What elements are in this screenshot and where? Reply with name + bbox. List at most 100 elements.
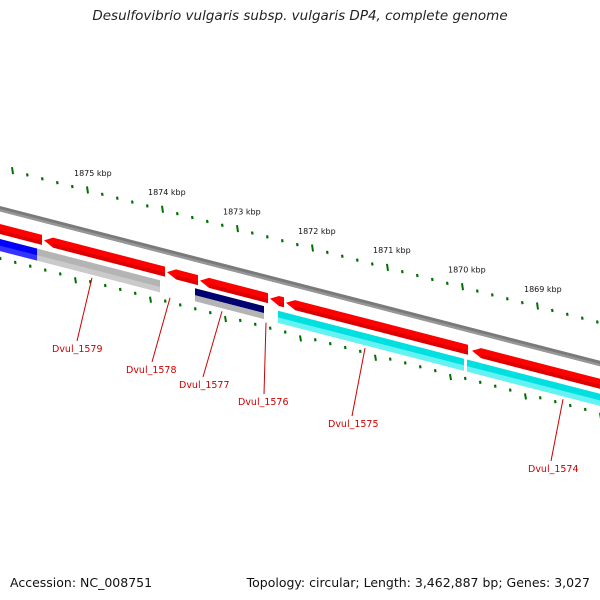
forward-gene-0	[0, 224, 42, 245]
outer-tick	[386, 263, 389, 271]
outer-tick-marks	[11, 166, 599, 324]
gene-leader-line	[351, 348, 366, 417]
outer-tick	[145, 204, 149, 208]
outer-tick	[161, 205, 164, 213]
forward-strand-genes	[0, 224, 600, 389]
inner-tick	[74, 277, 77, 284]
outer-tick	[70, 184, 74, 189]
inner-tick	[118, 287, 122, 292]
reverse-gene-navy	[195, 288, 264, 314]
outer-tick	[430, 277, 434, 282]
outer-tick	[86, 186, 89, 194]
gene-leader-line	[263, 322, 267, 395]
outer-tick	[461, 283, 464, 291]
inner-tick	[58, 272, 62, 276]
tick-label: 1874 kbp	[148, 188, 186, 197]
inner-tick	[538, 396, 542, 400]
tick-label: 1870 kbp	[448, 266, 486, 275]
forward-gene-6-shade	[481, 354, 600, 389]
gene-label: Dvul_1574	[528, 464, 579, 475]
topology-text: Topology: circular; Length: 3,462,887 bp…	[246, 575, 590, 590]
kbp-tick-labels: 1875 kbp 1874 kbp 1873 kbp 1872 kbp 1871 kbp…	[74, 169, 562, 294]
outer-tick	[205, 219, 209, 224]
reverse-gene-gray-1577	[195, 295, 264, 320]
outer-tick	[100, 192, 104, 197]
forward-gene-4-shade	[279, 301, 284, 308]
outer-tick	[550, 308, 554, 313]
forward-gene-6	[472, 348, 600, 389]
reverse-gene-cyan-1575	[278, 310, 464, 371]
inner-tick	[193, 307, 197, 311]
inner-tick	[403, 361, 407, 365]
forward-gene-1-shade	[53, 243, 165, 277]
inner-tick	[418, 365, 422, 369]
inner-tick	[224, 315, 227, 323]
tick-label: 1873 kbp	[223, 208, 261, 217]
gene-leader-line	[151, 297, 171, 363]
outer-tick	[580, 316, 584, 320]
outer-tick	[115, 196, 119, 200]
inner-tick	[253, 322, 257, 326]
forward-gene-2-shade	[176, 275, 198, 286]
outer-tick	[25, 173, 29, 177]
inner-tick	[149, 296, 152, 303]
inner-tick	[283, 330, 287, 334]
gene-label: Dvul_1578	[126, 365, 177, 376]
outer-tick	[325, 250, 329, 255]
outer-tick	[175, 211, 179, 216]
inner-tick	[478, 380, 482, 385]
forward-gene-3-shade	[209, 283, 268, 304]
outer-tick	[40, 177, 44, 181]
inner-tick	[0, 256, 2, 261]
inner-tick	[583, 407, 587, 412]
inner-tick	[374, 354, 377, 361]
inner-tick	[524, 393, 527, 400]
forward-gene-4	[270, 295, 284, 308]
outer-tick	[220, 223, 224, 227]
inner-tick	[299, 335, 302, 342]
inner-tick	[433, 369, 437, 373]
forward-gene-0-shade	[0, 230, 42, 245]
reverse-gene-cyan-1574	[467, 359, 600, 406]
forward-gene-5-shade	[295, 306, 468, 355]
gene-label: Dvul_1577	[179, 380, 230, 391]
outer-tick	[565, 312, 569, 317]
reverse-gene-gray-1579	[37, 248, 160, 293]
inner-tick	[43, 268, 47, 272]
gene-label: Dvul_1576	[238, 397, 289, 408]
inner-tick	[163, 299, 167, 303]
outer-tick	[505, 297, 509, 301]
inner-tick	[493, 384, 497, 388]
outer-tick	[265, 235, 269, 239]
tick-label: 1871 kbp	[373, 246, 411, 255]
inner-tick	[463, 376, 467, 381]
inner-tick	[208, 310, 212, 315]
reverse-strand-genes	[0, 238, 600, 406]
inner-tick	[358, 349, 362, 354]
gene-label: Dvul_1575	[328, 419, 379, 430]
forward-gene-2	[167, 269, 198, 286]
outer-tick	[595, 320, 599, 324]
inner-tick	[238, 318, 242, 323]
reverse-gene-cyan-1575-shade	[278, 317, 464, 371]
gene-leader-line	[550, 399, 564, 462]
accession-text: Accession: NC_008751	[10, 575, 153, 590]
reverse-gene-blue-shade	[0, 245, 37, 261]
inner-tick	[388, 357, 392, 361]
tick-label: 1872 kbp	[298, 227, 336, 236]
inner-tick	[449, 373, 452, 381]
inner-tick	[313, 338, 317, 342]
inner-tick	[268, 326, 272, 330]
inner-tick	[178, 303, 182, 307]
gene-leader-line	[76, 277, 93, 342]
outer-tick	[11, 166, 14, 175]
outer-tick	[190, 215, 194, 220]
outer-tick	[340, 254, 344, 258]
outer-tick	[55, 180, 59, 185]
outer-tick	[445, 281, 449, 286]
outer-tick	[295, 242, 299, 247]
outer-tick	[280, 239, 284, 243]
outer-tick	[370, 262, 374, 266]
reverse-gene-blue	[0, 238, 37, 261]
